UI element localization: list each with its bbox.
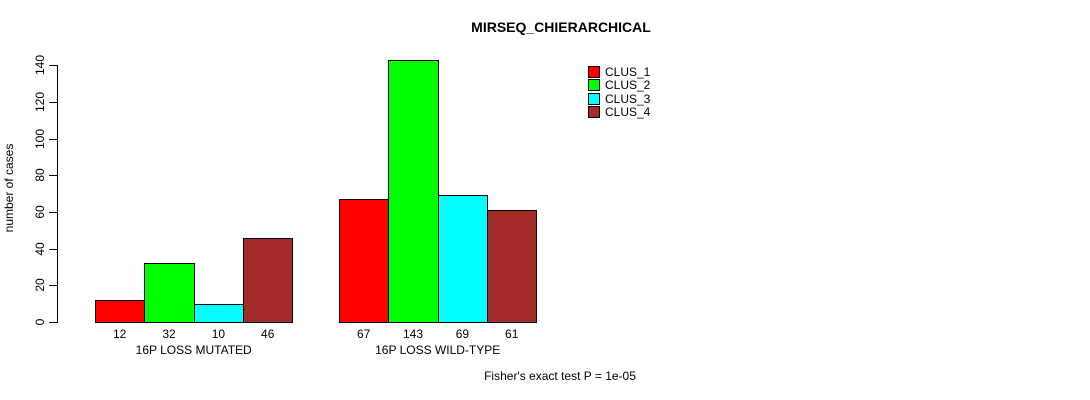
bar-clus-3-cat1 <box>438 195 488 323</box>
y-tick-label-text: 40 <box>33 241 47 256</box>
y-tick-label-text: 80 <box>33 168 47 182</box>
y-axis-label-text: number of cases <box>2 143 16 233</box>
bar-value-label: 61 <box>505 327 519 341</box>
bar-value-label: 143 <box>403 327 424 341</box>
y-tick-label-text: 0 <box>33 318 47 326</box>
legend-label: CLUS_1 <box>605 65 651 79</box>
bar-value-label: 67 <box>356 327 371 341</box>
legend-label: CLUS_4 <box>605 104 651 119</box>
bar-clus-2-cat1 <box>388 59 439 323</box>
bar-clus-1-cat0 <box>95 299 145 323</box>
y-tick-mark <box>49 138 57 140</box>
y-tick-label-text: 140 <box>33 55 47 76</box>
y-tick-label-text: 20 <box>33 278 47 292</box>
y-tick-mark <box>49 248 57 250</box>
bar-clus-4-cat1 <box>487 210 537 323</box>
y-tick-label-text: 60 <box>33 205 47 219</box>
fisher-test-annotation: Fisher's exact test P = 1e-05 <box>484 369 636 383</box>
category-label: 16P LOSS WILD-TYPE <box>375 343 501 357</box>
bar-value-label: 69 <box>455 327 470 341</box>
legend-label: CLUS_2 <box>605 78 651 93</box>
bar-value-label: 10 <box>211 327 226 341</box>
bar-clus-1-cat1 <box>339 199 389 323</box>
bar-clus-4-cat0 <box>243 237 293 323</box>
y-tick-mark <box>49 101 57 103</box>
y-tick-label-text: 120 <box>33 91 47 112</box>
bar-value-label: 12 <box>112 327 127 341</box>
y-tick-label-text: 100 <box>33 128 47 149</box>
y-tick-mark <box>49 175 57 177</box>
legend-label: CLUS_3 <box>605 91 651 106</box>
legend-swatch <box>588 105 600 118</box>
legend-swatch <box>588 66 600 78</box>
y-axis-line <box>57 65 58 323</box>
bar-value-label: 46 <box>261 327 275 341</box>
bar-clus-3-cat0 <box>194 303 244 323</box>
y-tick-mark <box>49 285 57 287</box>
chart-title: MIRSEQ_CHIERARCHICAL <box>471 19 651 35</box>
y-tick-mark <box>49 322 57 323</box>
y-tick-mark <box>49 65 57 67</box>
legend-swatch <box>588 79 600 92</box>
bar-value-label: 32 <box>162 327 176 341</box>
legend-swatch <box>588 92 600 105</box>
bar-clus-2-cat0 <box>144 263 195 323</box>
category-label: 16P LOSS MUTATED <box>135 343 252 357</box>
y-tick-mark <box>49 211 57 213</box>
